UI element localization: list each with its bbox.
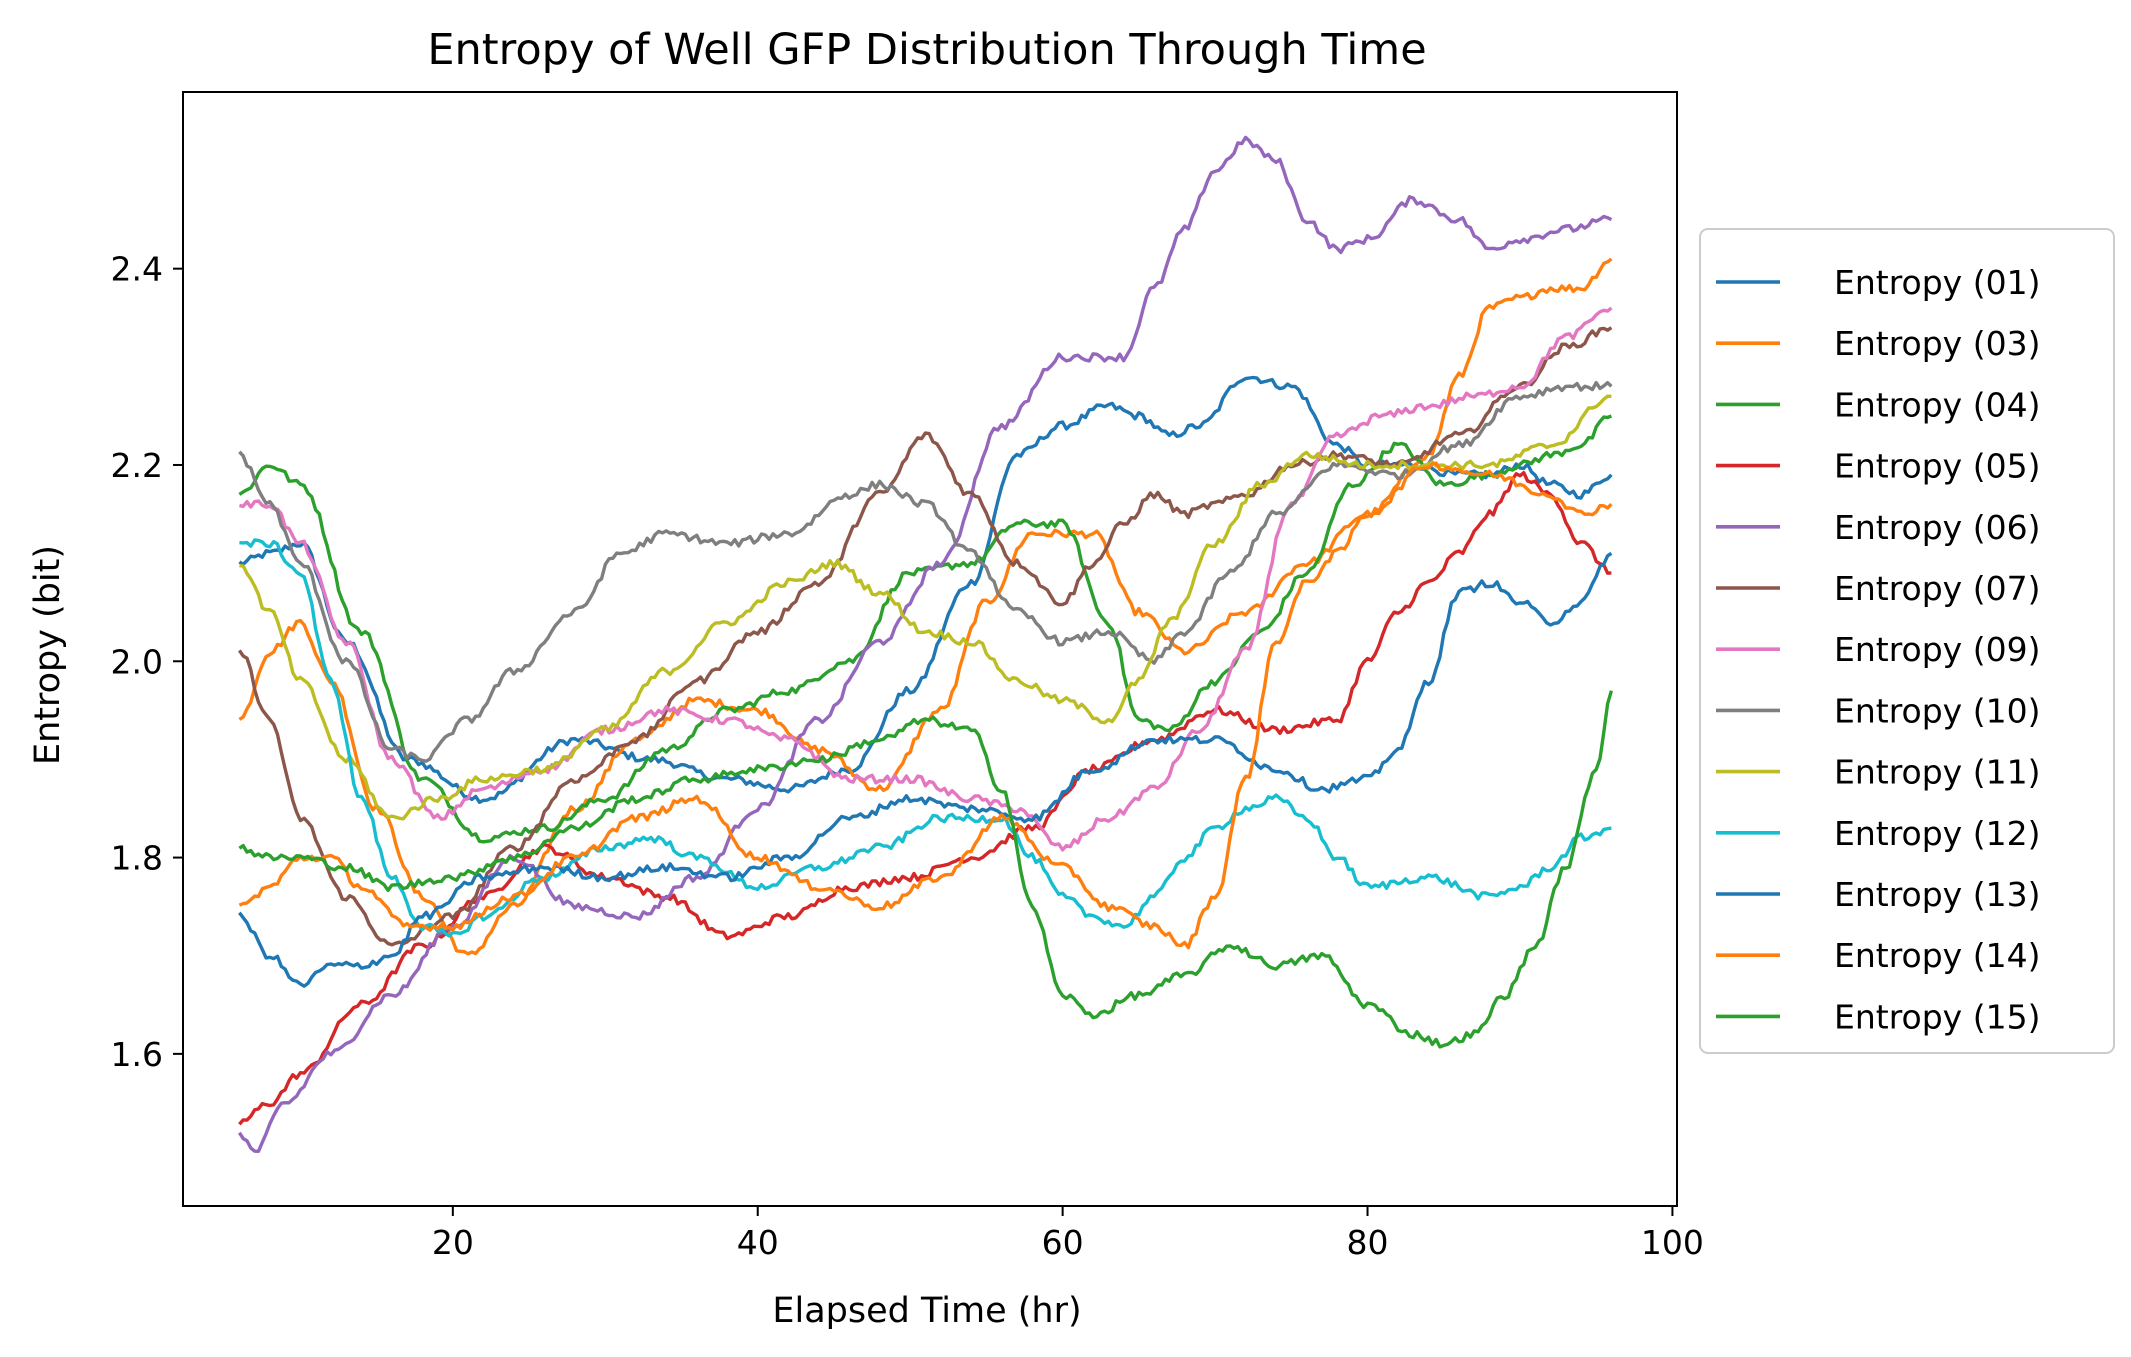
y-axis-label: Entropy (bit) [28,545,68,765]
x-axis: 20 40 60 80 100 [432,1206,1704,1262]
legend-item-label: Entropy (04) [1834,385,2040,424]
series-line-10 [239,538,1612,938]
series-line-3 [238,414,1613,844]
y-tick-label: 2.0 [111,642,163,681]
series-line-6 [237,326,1613,947]
series-line-13 [238,690,1614,1049]
chart-title: Entropy of Well GFP Distribution Through… [427,25,1426,75]
series-line-4 [238,471,1612,1126]
x-tick-label: 60 [1042,1223,1084,1262]
legend-item-label: Entropy (11) [1834,753,2040,792]
legend-item-label: Entropy (01) [1834,263,2040,302]
legend-box [1699,228,2115,1054]
y-axis: 1.6 1.8 2.0 2.2 2.4 [111,250,183,1074]
legend-item-label: Entropy (07) [1834,569,2040,608]
series-line-8 [238,381,1613,763]
legend-item-label: Entropy (05) [1834,447,2040,486]
x-tick-label: 100 [1641,1223,1704,1262]
legend-item-label: Entropy (14) [1834,936,2040,975]
x-tick-label: 40 [737,1223,779,1262]
plot-frame [182,91,1678,1207]
legend-item-label: Entropy (12) [1834,814,2040,853]
series-line-12 [238,461,1613,950]
legend-item-label: Entropy (03) [1834,324,2040,363]
legend: Entropy (01) Entropy (03) Entropy (04) Entr… [1699,228,2115,1054]
legend-item-label: Entropy (09) [1834,630,2040,669]
y-tick-label: 2.4 [111,250,163,289]
series-line-5 [237,135,1613,1153]
x-tick-label: 80 [1347,1223,1389,1262]
legend-item-label: Entropy (13) [1834,875,2040,914]
x-tick-label: 20 [432,1223,474,1262]
series-line-9 [239,394,1612,821]
y-tick-label: 2.2 [111,446,163,485]
series-line-7 [239,306,1613,852]
legend-item-label: Entropy (10) [1834,691,2040,730]
series-line-11 [238,551,1613,988]
y-tick-label: 1.6 [111,1035,163,1074]
plot-area [237,135,1614,1153]
legend-item-label: Entropy (15) [1834,997,2040,1036]
legend-item-label: Entropy (06) [1834,508,2040,547]
y-tick-label: 1.8 [111,839,163,878]
x-axis-label: Elapsed Time (hr) [772,1291,1081,1331]
